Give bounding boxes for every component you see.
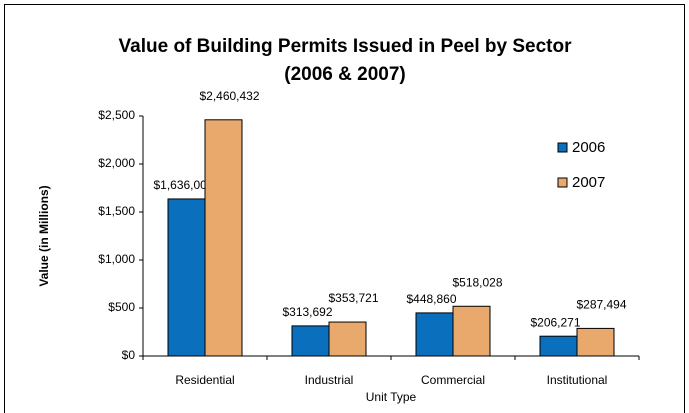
bar — [452, 305, 491, 357]
x-axis-label: Unit Type — [366, 390, 417, 404]
data-label: $353,721 — [328, 291, 378, 305]
bar — [576, 327, 615, 357]
bar — [415, 312, 454, 357]
y-tick-label: $500 — [108, 300, 135, 314]
y-tick-label: $2,000 — [98, 156, 135, 170]
data-label: $313,692 — [282, 305, 332, 319]
bar — [539, 335, 578, 357]
data-label: $287,494 — [576, 298, 626, 312]
x-tick-label: Industrial — [305, 373, 354, 387]
y-tick-label: $2,500 — [98, 108, 135, 122]
x-tick-label: Commercial — [421, 373, 485, 387]
legend-swatch — [557, 177, 568, 188]
y-tick-label: $1,500 — [98, 204, 135, 218]
y-tick-label: $1,000 — [98, 252, 135, 266]
data-label: $448,860 — [406, 292, 456, 306]
data-label: $2,460,432 — [199, 89, 259, 103]
x-tick-label: Residential — [175, 373, 234, 387]
chart-title: (2006 & 2007) — [284, 64, 405, 85]
bar — [291, 325, 330, 357]
y-axis-label: Value (in Millions) — [37, 185, 51, 286]
legend-swatch — [557, 142, 568, 153]
bar — [328, 321, 367, 357]
legend-label: 2007 — [572, 174, 605, 191]
x-tick-label: Institutional — [547, 373, 608, 387]
bar — [204, 119, 243, 357]
bar — [167, 198, 206, 357]
data-label: $518,028 — [452, 275, 502, 289]
legend-label: 2006 — [572, 139, 605, 156]
y-tick-label: $0 — [122, 348, 136, 362]
chart-title: Value of Building Permits Issued in Peel… — [119, 36, 573, 57]
data-label: $206,271 — [530, 315, 580, 329]
data-label: $1,636,004 — [153, 178, 213, 192]
